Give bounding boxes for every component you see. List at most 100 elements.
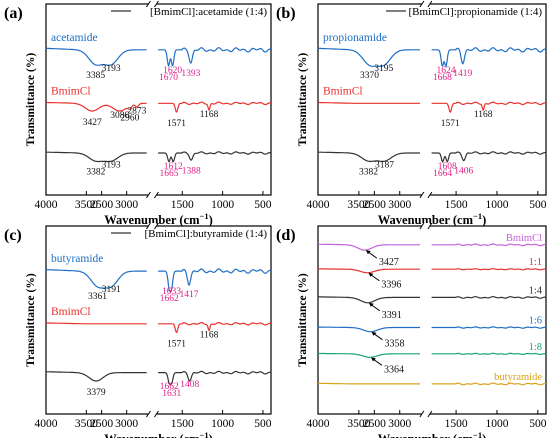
peak-label: 3361	[88, 292, 107, 302]
series-label: acetamide	[51, 32, 98, 44]
x-tick-label: 1000	[211, 199, 234, 211]
series-line	[318, 352, 547, 358]
peak-label: 1624	[436, 66, 455, 76]
axis-break-mark	[419, 410, 425, 418]
panel-label: (a)	[4, 5, 23, 22]
axis-break-gap	[421, 1, 430, 7]
peak-label: 3195	[374, 64, 393, 74]
series-line	[45, 370, 272, 385]
peak-label: 1662	[160, 294, 179, 304]
axis-break-mark	[154, 0, 159, 8]
panel-label: (c)	[4, 227, 22, 244]
axis-break-mark	[154, 191, 159, 199]
peak-label: 1406	[454, 167, 473, 177]
peak-label: 1608	[438, 162, 457, 172]
panel-label: (b)	[276, 5, 296, 22]
legend-label: [BmimCl]:butyramide (1:4)	[144, 228, 267, 240]
peak-label: 3086	[110, 111, 129, 121]
series-line	[46, 268, 272, 293]
peak-label: 1571	[167, 119, 186, 129]
x-axis-title: Wavenumber (cm−1)	[104, 430, 213, 438]
peak-label: 3396	[381, 280, 401, 291]
peak-label: 3193	[102, 64, 121, 74]
x-tick-label: 3000	[388, 199, 411, 211]
peak-label: 1620	[163, 66, 182, 76]
peak-label: 3427	[83, 118, 102, 128]
series-label: BmimCl	[323, 85, 363, 97]
peak-label: 2960	[120, 114, 139, 124]
axis-break-mark	[154, 410, 159, 418]
axis-break-mark	[146, 191, 151, 199]
peak-label: 1665	[159, 169, 178, 179]
panel-label: (d)	[276, 227, 296, 244]
x-tick-label: 2500	[363, 199, 386, 211]
axis-break-gap	[148, 411, 157, 417]
peak-label: 1417	[179, 290, 198, 300]
peak-label: 2873	[127, 107, 146, 117]
series-line	[318, 268, 547, 274]
peak-label: 3385	[86, 71, 105, 81]
x-tick-label: 500	[254, 199, 272, 211]
peak-label: 3187	[375, 161, 394, 171]
axis-break-mark	[427, 222, 433, 230]
x-tick-label: 3500	[75, 199, 98, 211]
peak-label: 3191	[102, 285, 121, 295]
axis-break-gap	[421, 192, 430, 198]
peak-label: 1419	[453, 69, 472, 79]
y-axis-title: Transmittance (%)	[297, 273, 309, 367]
axis-break-mark	[419, 0, 425, 8]
series-line	[46, 322, 272, 334]
x-tick-label: 1500	[445, 199, 468, 211]
peak-arrowhead	[365, 250, 371, 255]
peak-label: 1388	[182, 167, 201, 177]
series-2: 1:1 3396	[318, 257, 547, 291]
peak-label: 3358	[384, 339, 404, 350]
peak-label: 3391	[382, 310, 402, 321]
series-label: 1:8	[529, 342, 542, 353]
axis-break-gap	[421, 223, 430, 229]
peak-label: 1612	[164, 162, 183, 172]
peak-label: 1670	[159, 73, 178, 83]
x-tick-label: 3000	[115, 418, 138, 430]
peak-label: 1571	[441, 119, 460, 129]
peak-label: 1393	[181, 69, 200, 79]
axis-break-mark	[419, 222, 425, 230]
axis-break-mark	[419, 191, 425, 199]
x-tick-label: 2500	[90, 418, 113, 430]
peak-label: 1664	[433, 169, 452, 179]
peak-label: 1631	[162, 389, 181, 399]
x-tick-label: 3500	[347, 199, 370, 211]
x-tick-label: 3500	[75, 418, 98, 430]
series-line	[318, 326, 546, 333]
series-6: butyramide	[318, 372, 547, 386]
x-tick-label: 4000	[35, 199, 58, 211]
peak-arrowhead	[371, 331, 377, 336]
peak-label: 1168	[474, 110, 493, 120]
series-1: BmimCl 3427	[318, 233, 547, 268]
series-label: BmimCl	[51, 306, 91, 318]
peak-label: 3370	[360, 71, 379, 81]
axis-break-gap	[148, 192, 157, 198]
x-tick-label: 3000	[115, 199, 138, 211]
y-axis-title: Transmittance (%)	[297, 53, 309, 147]
axis-break-mark	[146, 410, 151, 418]
x-tick-label: 2500	[363, 418, 386, 430]
series-label: BmimCl	[506, 233, 542, 244]
axis-break-gap	[148, 1, 157, 7]
x-axis-title: Wavenumber (cm−1)	[104, 211, 213, 227]
x-tick-label: 3500	[347, 418, 370, 430]
plot-frame	[317, 3, 547, 196]
peak-label: 3364	[384, 364, 404, 375]
x-axis-title: Wavenumber (cm−1)	[378, 211, 487, 227]
peak-label: 1633	[162, 287, 181, 297]
series-line	[46, 151, 272, 163]
